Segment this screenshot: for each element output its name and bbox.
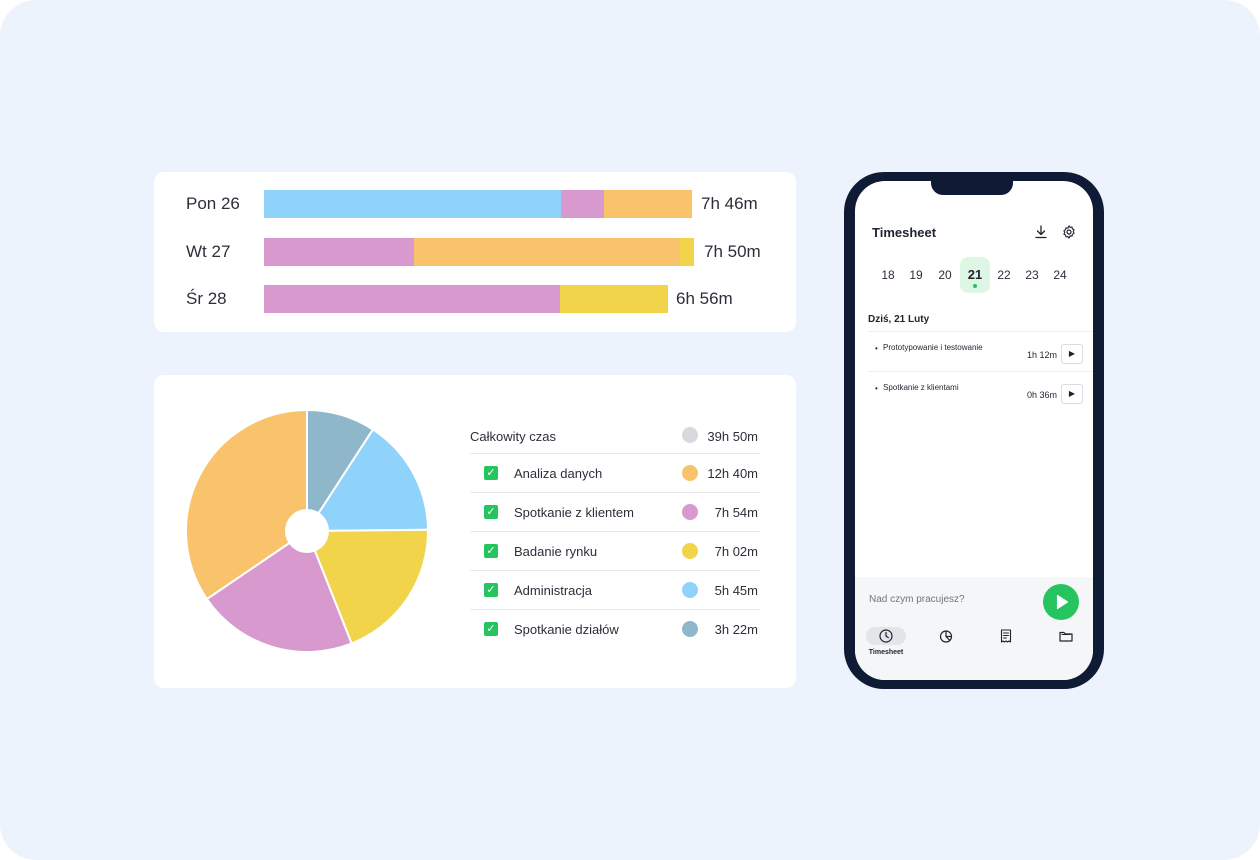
today-label: Dziś, 21 Luty <box>868 314 930 325</box>
phone-frame: Timesheet 18 19 20 21 22 23 24 Dziś, 21 … <box>844 172 1104 689</box>
bar-segment <box>264 238 415 266</box>
legend-color-dot <box>682 543 698 559</box>
legend-color-dot <box>682 621 698 637</box>
play-icon[interactable]: ▶ <box>1061 344 1083 364</box>
legend-item-label: Administracja <box>514 583 593 598</box>
day-total: 7h 50m <box>704 242 761 261</box>
legend-item-value: 3h 22m <box>714 622 758 637</box>
date-item[interactable]: 19 <box>909 268 923 282</box>
phone-notch <box>931 172 1013 195</box>
tab-projects[interactable] <box>1046 625 1086 665</box>
time-breakdown-card: Całkowity czas 39h 50m ✓ Analiza danych … <box>154 375 796 688</box>
play-icon[interactable]: ▶ <box>1061 384 1083 404</box>
download-icon[interactable] <box>1033 224 1049 240</box>
bar-segment <box>414 238 680 266</box>
legend-item-label: Spotkanie działów <box>514 622 619 637</box>
legend-item: ✓ Badanie rynku 7h 02m <box>470 531 760 571</box>
date-item[interactable]: 20 <box>938 268 952 282</box>
bar-segment <box>559 285 668 313</box>
date-strip: 18 19 20 21 22 23 24 <box>875 257 1075 293</box>
legend-item: ✓ Spotkanie działów 3h 22m <box>470 609 760 649</box>
total-label: Całkowity czas <box>470 429 556 444</box>
date-item-selected[interactable]: 21 <box>960 257 990 293</box>
checkbox-checked-icon[interactable]: ✓ <box>484 583 498 597</box>
day-stacked-bar <box>264 285 668 313</box>
legend-color-dot <box>682 582 698 598</box>
daily-time-card: Pon 26 7h 46m Wt 27 7h 50m Śr 28 6h 56m <box>154 172 796 332</box>
date-item[interactable]: 23 <box>1025 268 1039 282</box>
total-color-dot <box>682 427 698 443</box>
receipt-icon <box>1000 629 1012 643</box>
gear-icon[interactable] <box>1061 224 1077 240</box>
legend-item: ✓ Analiza danych 12h 40m <box>470 453 760 493</box>
legend-item-value: 5h 45m <box>714 583 758 598</box>
work-description-input[interactable] <box>869 587 1029 611</box>
pie-slice <box>305 428 430 533</box>
date-item[interactable]: 22 <box>997 268 1011 282</box>
total-value: 39h 50m <box>707 429 758 444</box>
legend-item-value: 7h 54m <box>714 505 758 520</box>
clock-icon <box>879 629 893 643</box>
checkbox-checked-icon[interactable]: ✓ <box>484 466 498 480</box>
pie-center-hole <box>285 509 329 553</box>
task-name: Prototypowanie i testowanie <box>883 343 983 352</box>
bottom-tab-bar: Timesheet <box>855 625 1093 680</box>
legend-total-row: Całkowity czas 39h 50m <box>470 427 760 447</box>
bar-segment <box>561 190 604 218</box>
day-stacked-bar <box>264 238 695 266</box>
date-item[interactable]: 18 <box>881 268 895 282</box>
pie-slice <box>205 529 353 653</box>
tab-timesheet[interactable]: Timesheet <box>866 625 906 665</box>
day-total: 6h 56m <box>676 289 733 308</box>
day-row-mon: Pon 26 7h 46m <box>154 190 796 218</box>
task-name: Spotkanie z klientami <box>883 383 959 392</box>
task-entry[interactable]: • Spotkanie z klientami 0h 36m ▶ <box>868 371 1093 408</box>
play-icon <box>1056 594 1069 610</box>
bar-segment <box>603 190 692 218</box>
legend-item-label: Badanie rynku <box>514 544 598 559</box>
day-label: Śr 28 <box>186 289 227 308</box>
tab-label: Timesheet <box>868 649 904 656</box>
task-duration: 1h 12m <box>1027 350 1058 360</box>
task-entry[interactable]: • Prototypowanie i testowanie 1h 12m ▶ <box>868 331 1093 368</box>
pie-chart <box>185 408 430 653</box>
date-item[interactable]: 24 <box>1053 268 1067 282</box>
tab-reports[interactable] <box>926 625 966 665</box>
day-label: Wt 27 <box>186 242 231 261</box>
checkbox-checked-icon[interactable]: ✓ <box>484 544 498 558</box>
day-row-tue: Wt 27 7h 50m <box>154 238 796 266</box>
start-timer-button[interactable] <box>1043 584 1079 620</box>
checkbox-checked-icon[interactable]: ✓ <box>484 505 498 519</box>
bullet-icon: • <box>875 384 878 393</box>
legend-item-value: 7h 02m <box>714 544 758 559</box>
bar-segment <box>264 190 561 218</box>
legend-color-dot <box>682 465 698 481</box>
checkbox-checked-icon[interactable]: ✓ <box>484 622 498 636</box>
legend-item: ✓ Spotkanie z klientem 7h 54m <box>470 492 760 532</box>
bullet-icon: • <box>875 344 878 353</box>
day-total: 7h 46m <box>701 194 758 213</box>
pie-chart-icon <box>939 630 953 643</box>
bar-segment <box>679 238 695 266</box>
pie-slice <box>185 408 308 601</box>
legend-color-dot <box>682 504 698 520</box>
legend-item-label: Analiza danych <box>514 466 603 481</box>
tab-invoices[interactable] <box>986 625 1026 665</box>
day-stacked-bar <box>264 190 692 218</box>
legend-item: ✓ Administracja 5h 45m <box>470 570 760 610</box>
day-label: Pon 26 <box>186 194 240 213</box>
app-title: Timesheet <box>872 225 937 240</box>
legend-item-label: Spotkanie z klientem <box>514 505 634 520</box>
task-duration: 0h 36m <box>1027 390 1058 400</box>
phone-screen: Timesheet 18 19 20 21 22 23 24 Dziś, 21 … <box>855 181 1093 680</box>
bar-segment <box>264 285 560 313</box>
legend-item-value: 12h 40m <box>707 466 758 481</box>
folder-icon <box>1059 631 1073 642</box>
pie-slice <box>305 528 429 645</box>
day-row-wed: Śr 28 6h 56m <box>154 285 796 313</box>
